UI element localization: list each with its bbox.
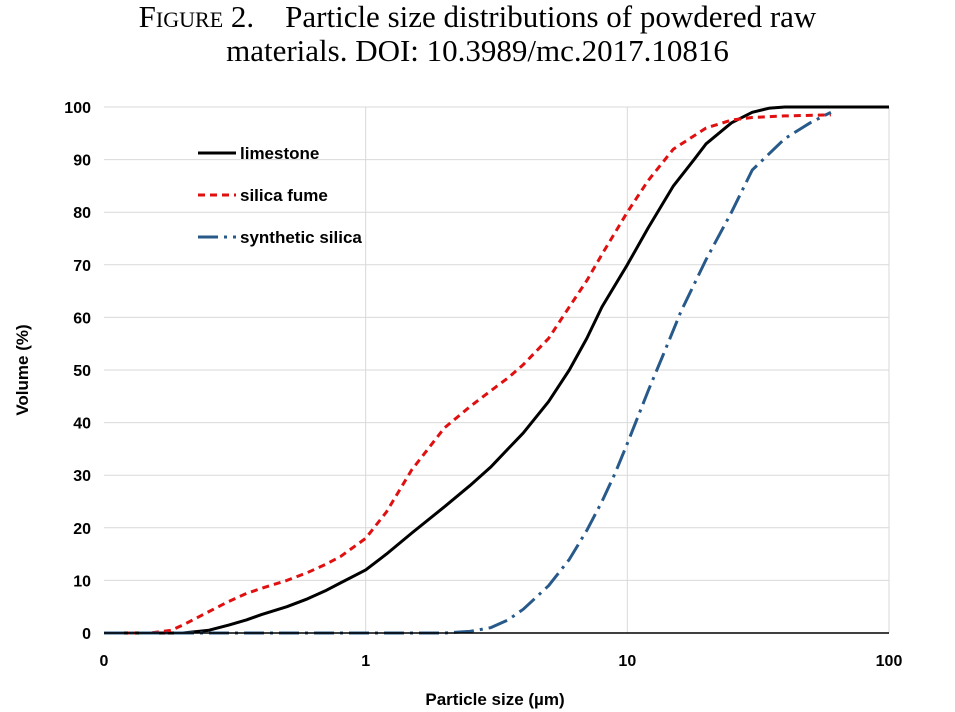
y-tick-label: 40 xyxy=(73,416,91,433)
y-tick-label: 60 xyxy=(73,310,91,327)
y-tick-label: 30 xyxy=(73,468,91,485)
caption-line-2: materials. DOI: 10.3989/mc.2017.10816 xyxy=(226,33,729,68)
x-tick-label: 10 xyxy=(618,653,636,670)
y-tick-label: 0 xyxy=(82,626,91,643)
legend-label: synthetic silica xyxy=(240,228,362,247)
series-line-silica-fume xyxy=(104,113,831,635)
caption-line-1: Figure 2. Particle size distributions of… xyxy=(0,0,955,34)
x-tick-label: 0 xyxy=(100,653,109,670)
y-tick-label: 70 xyxy=(73,258,91,275)
y-tick-label: 100 xyxy=(64,100,91,117)
y-tick-label: 20 xyxy=(73,521,91,538)
y-tick-label: 10 xyxy=(73,573,91,590)
tick-labels: 0 10 20 30 40 50 60 70 80 90 100 0 1 10 100 xyxy=(64,100,902,670)
x-tick-label: 100 xyxy=(876,653,903,670)
series-line-synthetic-silica xyxy=(104,110,832,635)
y-tick-label: 80 xyxy=(73,205,91,222)
series-lines xyxy=(104,105,889,635)
y-tick-label: 90 xyxy=(73,153,91,170)
legend-label: silica fume xyxy=(240,186,328,205)
y-axis-title: Volume (%) xyxy=(13,324,32,415)
caption-prefix: Figure 2. xyxy=(138,0,255,34)
x-tick-label: 1 xyxy=(361,653,370,670)
legend: limestone silica fume synthetic silica xyxy=(198,144,362,247)
grid xyxy=(104,106,890,633)
legend-label: limestone xyxy=(240,144,319,163)
caption-text-1: Particle size distributions of powdered … xyxy=(285,0,817,34)
figure-caption: Figure 2. Particle size distributions of… xyxy=(0,0,955,68)
x-axis-title: Particle size (µm) xyxy=(425,690,564,709)
series-line-limestone xyxy=(104,105,889,635)
y-tick-label: 50 xyxy=(73,363,91,380)
